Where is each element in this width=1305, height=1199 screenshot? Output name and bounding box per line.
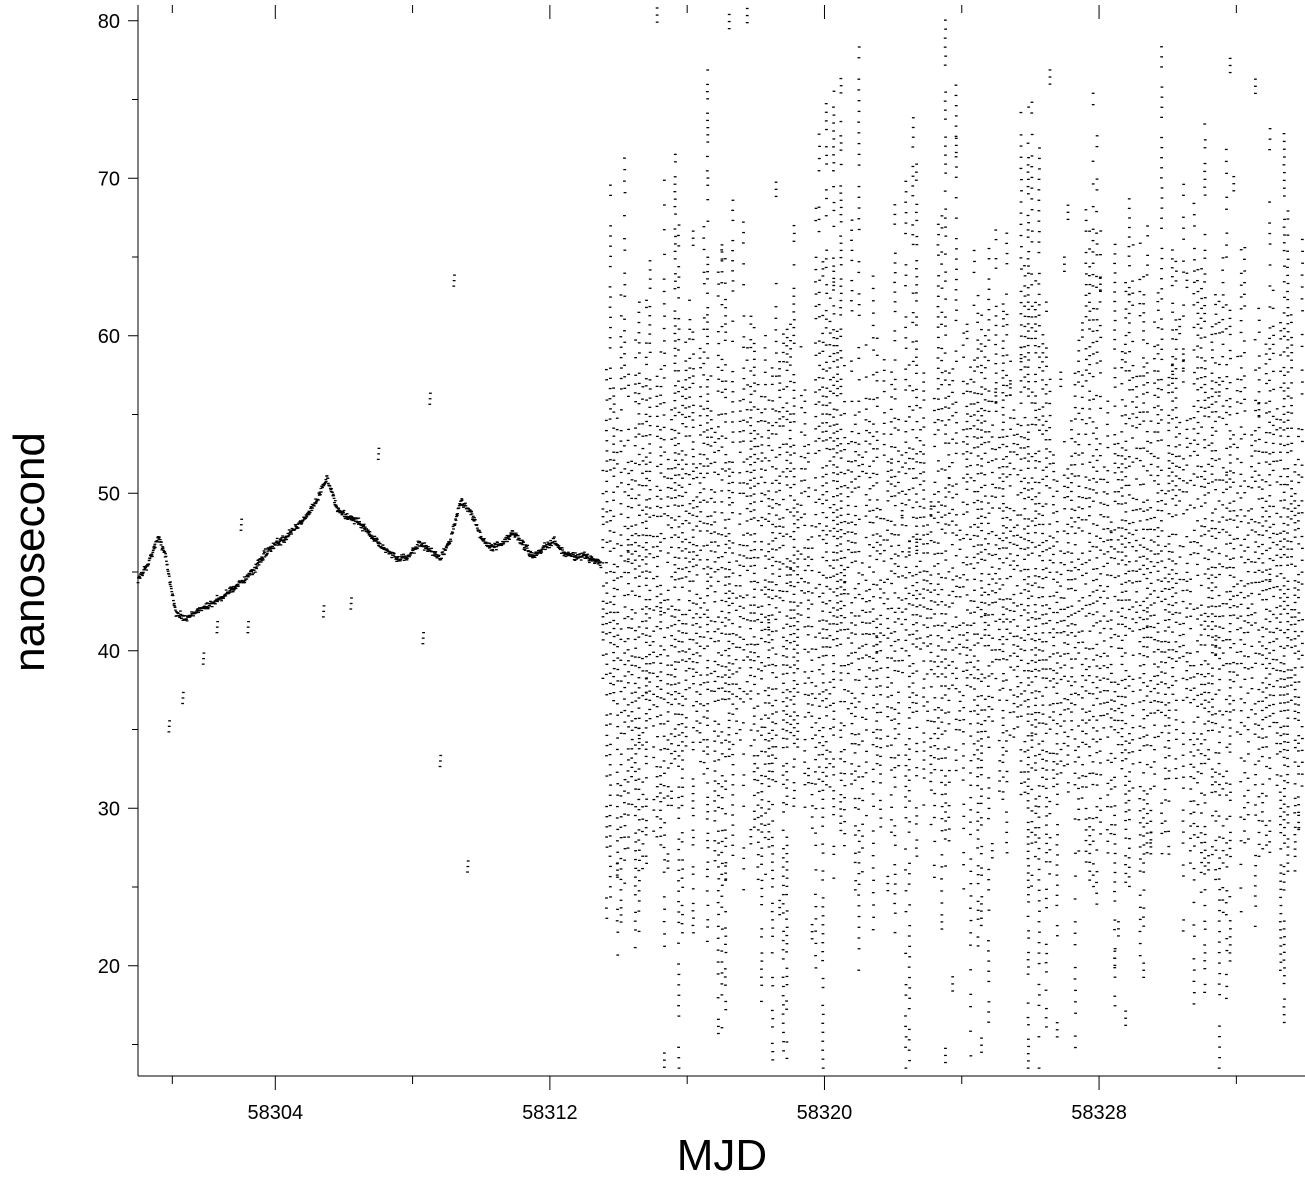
x-tick-label: 58304 <box>247 1102 303 1124</box>
y-tick-label: 70 <box>98 168 120 190</box>
y-tick-label: 20 <box>98 956 120 978</box>
y-tick-label: 80 <box>98 11 120 33</box>
data-points <box>136 7 1304 1069</box>
y-tick-label: 40 <box>98 641 120 663</box>
y-tick-label: 50 <box>98 483 120 505</box>
x-tick-label: 58320 <box>797 1102 853 1124</box>
x-tick-label: 58328 <box>1071 1102 1127 1124</box>
y-tick-label: 60 <box>98 326 120 348</box>
y-tick-label: 30 <box>98 798 120 820</box>
axes: 20 30 40 50 60 70 80 58304 58312 58320 58328 <box>98 5 1305 1124</box>
x-tick-label: 58312 <box>522 1102 578 1124</box>
